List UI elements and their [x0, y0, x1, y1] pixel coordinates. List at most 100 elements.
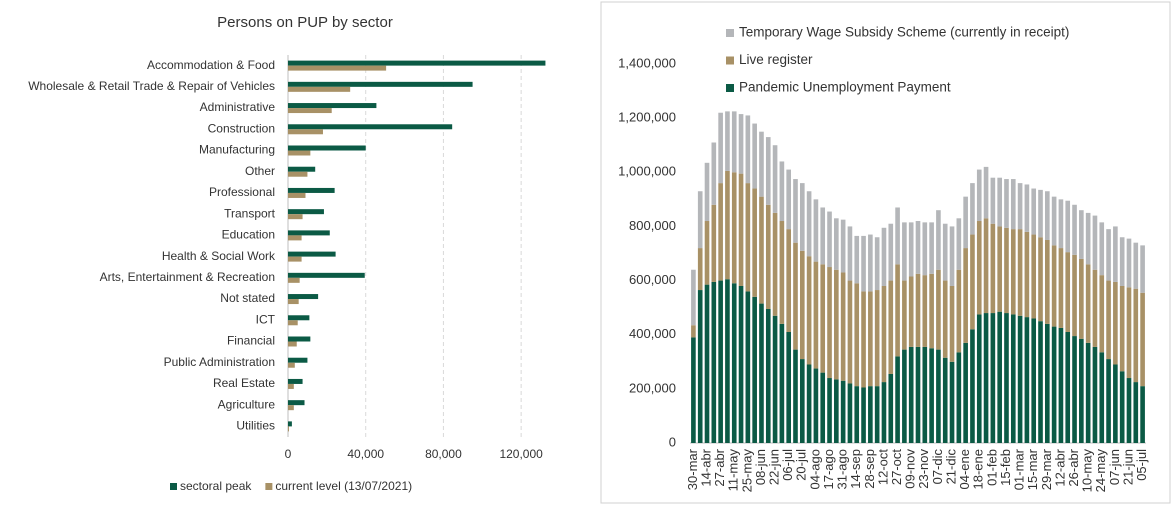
bar [1113, 364, 1118, 443]
bar [731, 111, 737, 173]
bar [1079, 338, 1084, 443]
bar [1044, 191, 1050, 240]
bar [288, 426, 289, 432]
bar [936, 210, 941, 270]
bar [881, 382, 887, 443]
bar [288, 277, 300, 283]
bar [929, 348, 934, 443]
bar [759, 303, 764, 443]
bar [288, 209, 324, 215]
bar [731, 172, 737, 284]
bar [1099, 275, 1105, 353]
bar [1031, 234, 1037, 319]
x-tick-label: 05-jul [1134, 449, 1149, 481]
x-tick-label: 27-abr [712, 448, 727, 486]
x-tick-label: 40,000 [347, 447, 384, 461]
bar [1113, 226, 1118, 282]
bar [288, 341, 297, 347]
bar [840, 219, 846, 273]
legend-swatch [726, 56, 734, 65]
bar [915, 221, 921, 274]
bar [1072, 336, 1077, 443]
bar [806, 364, 812, 443]
bar [765, 204, 771, 309]
y-tick-label: Other [245, 164, 275, 178]
y-tick-label: Administrative [200, 100, 276, 114]
bar [895, 207, 900, 265]
bar [1072, 204, 1077, 255]
bar [288, 421, 292, 427]
bar [820, 264, 826, 373]
bar [1051, 326, 1057, 443]
right-panel-border [600, 1, 1171, 504]
bar [793, 349, 798, 443]
bar [827, 378, 832, 443]
bar [745, 291, 751, 443]
bar [711, 142, 717, 205]
bar [799, 183, 805, 251]
x-tick-label: 01-mar [1012, 448, 1027, 490]
y-tick-label: Wholesale & Retail Trade & Repair of Veh… [28, 79, 275, 93]
y-tick-label: Not stated [220, 291, 275, 305]
bar [1106, 359, 1111, 443]
bar [956, 269, 962, 353]
bar [854, 283, 860, 387]
bar [1133, 242, 1139, 289]
legend-swatch [265, 483, 273, 490]
x-tick-label: 01-feb [984, 449, 999, 486]
bar [704, 162, 710, 222]
x-tick-label: 18-ene [971, 449, 986, 489]
bar [1024, 231, 1030, 318]
bar [902, 349, 907, 443]
bar [1017, 315, 1023, 443]
x-tick-label: 24-may [1093, 449, 1108, 493]
y-tick-label: Utilities [236, 419, 275, 433]
bar [288, 251, 336, 257]
bar [983, 218, 989, 314]
bar [1044, 239, 1050, 324]
bar [1079, 210, 1084, 259]
x-tick-label: 12-oct [875, 449, 890, 486]
bar [834, 379, 839, 443]
bar [711, 281, 717, 443]
bar [738, 173, 744, 286]
bar [1065, 252, 1071, 333]
bar [915, 273, 921, 347]
bar [288, 214, 303, 220]
bar [691, 269, 696, 326]
x-tick-label: 12-abr [1052, 448, 1067, 486]
x-tick-label: 11-may [726, 449, 741, 492]
x-tick-label: 26-abr [1066, 448, 1081, 486]
bar [1126, 378, 1132, 443]
bar [813, 261, 819, 369]
bar [827, 211, 832, 268]
y-tick-label: Accommodation & Food [147, 58, 275, 72]
chart-title: Persons on PUP by sector [217, 14, 393, 31]
bar [288, 357, 308, 363]
y-tick-label: Arts, Entertainment & Recreation [100, 270, 275, 284]
bar [704, 284, 710, 443]
bar [1126, 238, 1132, 288]
bar [288, 362, 295, 368]
x-tick-label: 14-abr [698, 448, 713, 486]
bar [874, 237, 880, 291]
bar [288, 235, 302, 241]
bar [970, 329, 975, 443]
bar [936, 349, 941, 443]
bar [288, 378, 303, 384]
bar [1099, 352, 1105, 443]
bar [1140, 245, 1145, 293]
bar [288, 336, 311, 342]
bar [970, 183, 975, 235]
y-tick-label: Transport [224, 206, 276, 220]
bar [1004, 179, 1009, 228]
x-tick-label: 21-jun [1120, 449, 1135, 485]
x-tick-label: 15-mar [1025, 448, 1040, 490]
bar [902, 280, 907, 350]
bar [1024, 317, 1030, 443]
bar [1085, 342, 1091, 443]
x-tick-label: 04-ago [807, 449, 822, 489]
x-tick-label: 10-may [1080, 449, 1095, 493]
bar [976, 314, 982, 443]
